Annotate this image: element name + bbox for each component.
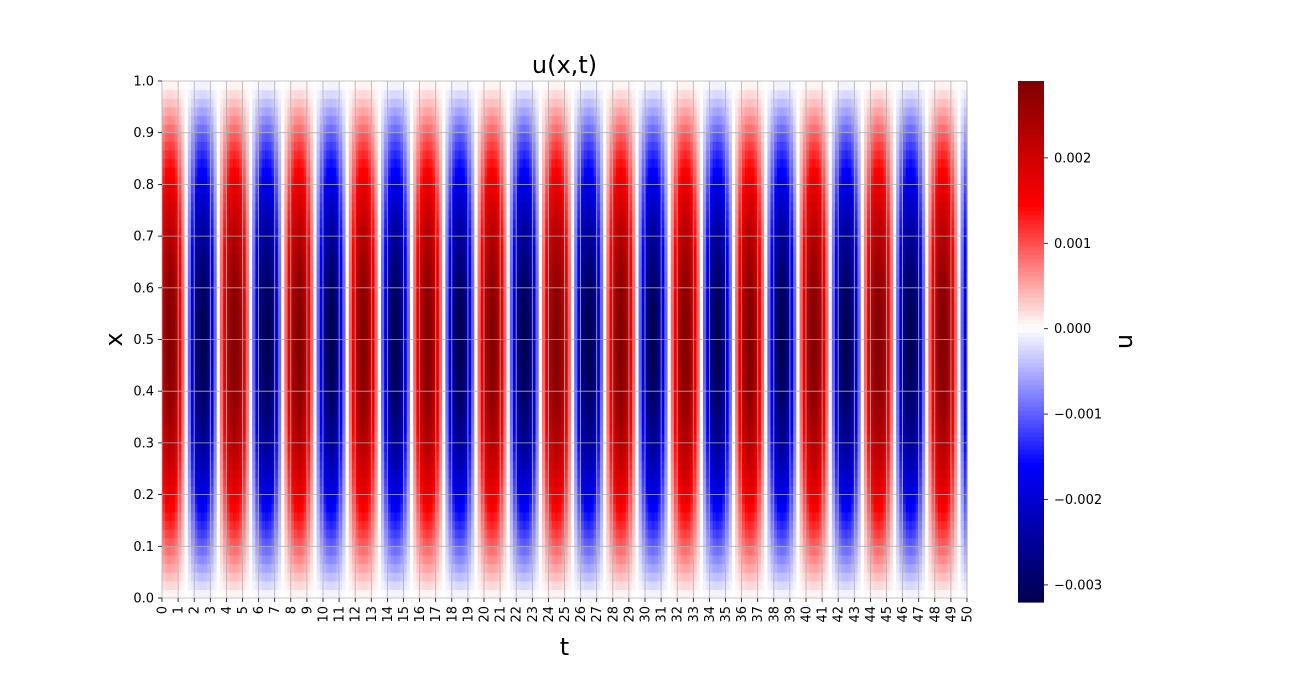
chart-title: u(x,t) [532, 51, 597, 79]
